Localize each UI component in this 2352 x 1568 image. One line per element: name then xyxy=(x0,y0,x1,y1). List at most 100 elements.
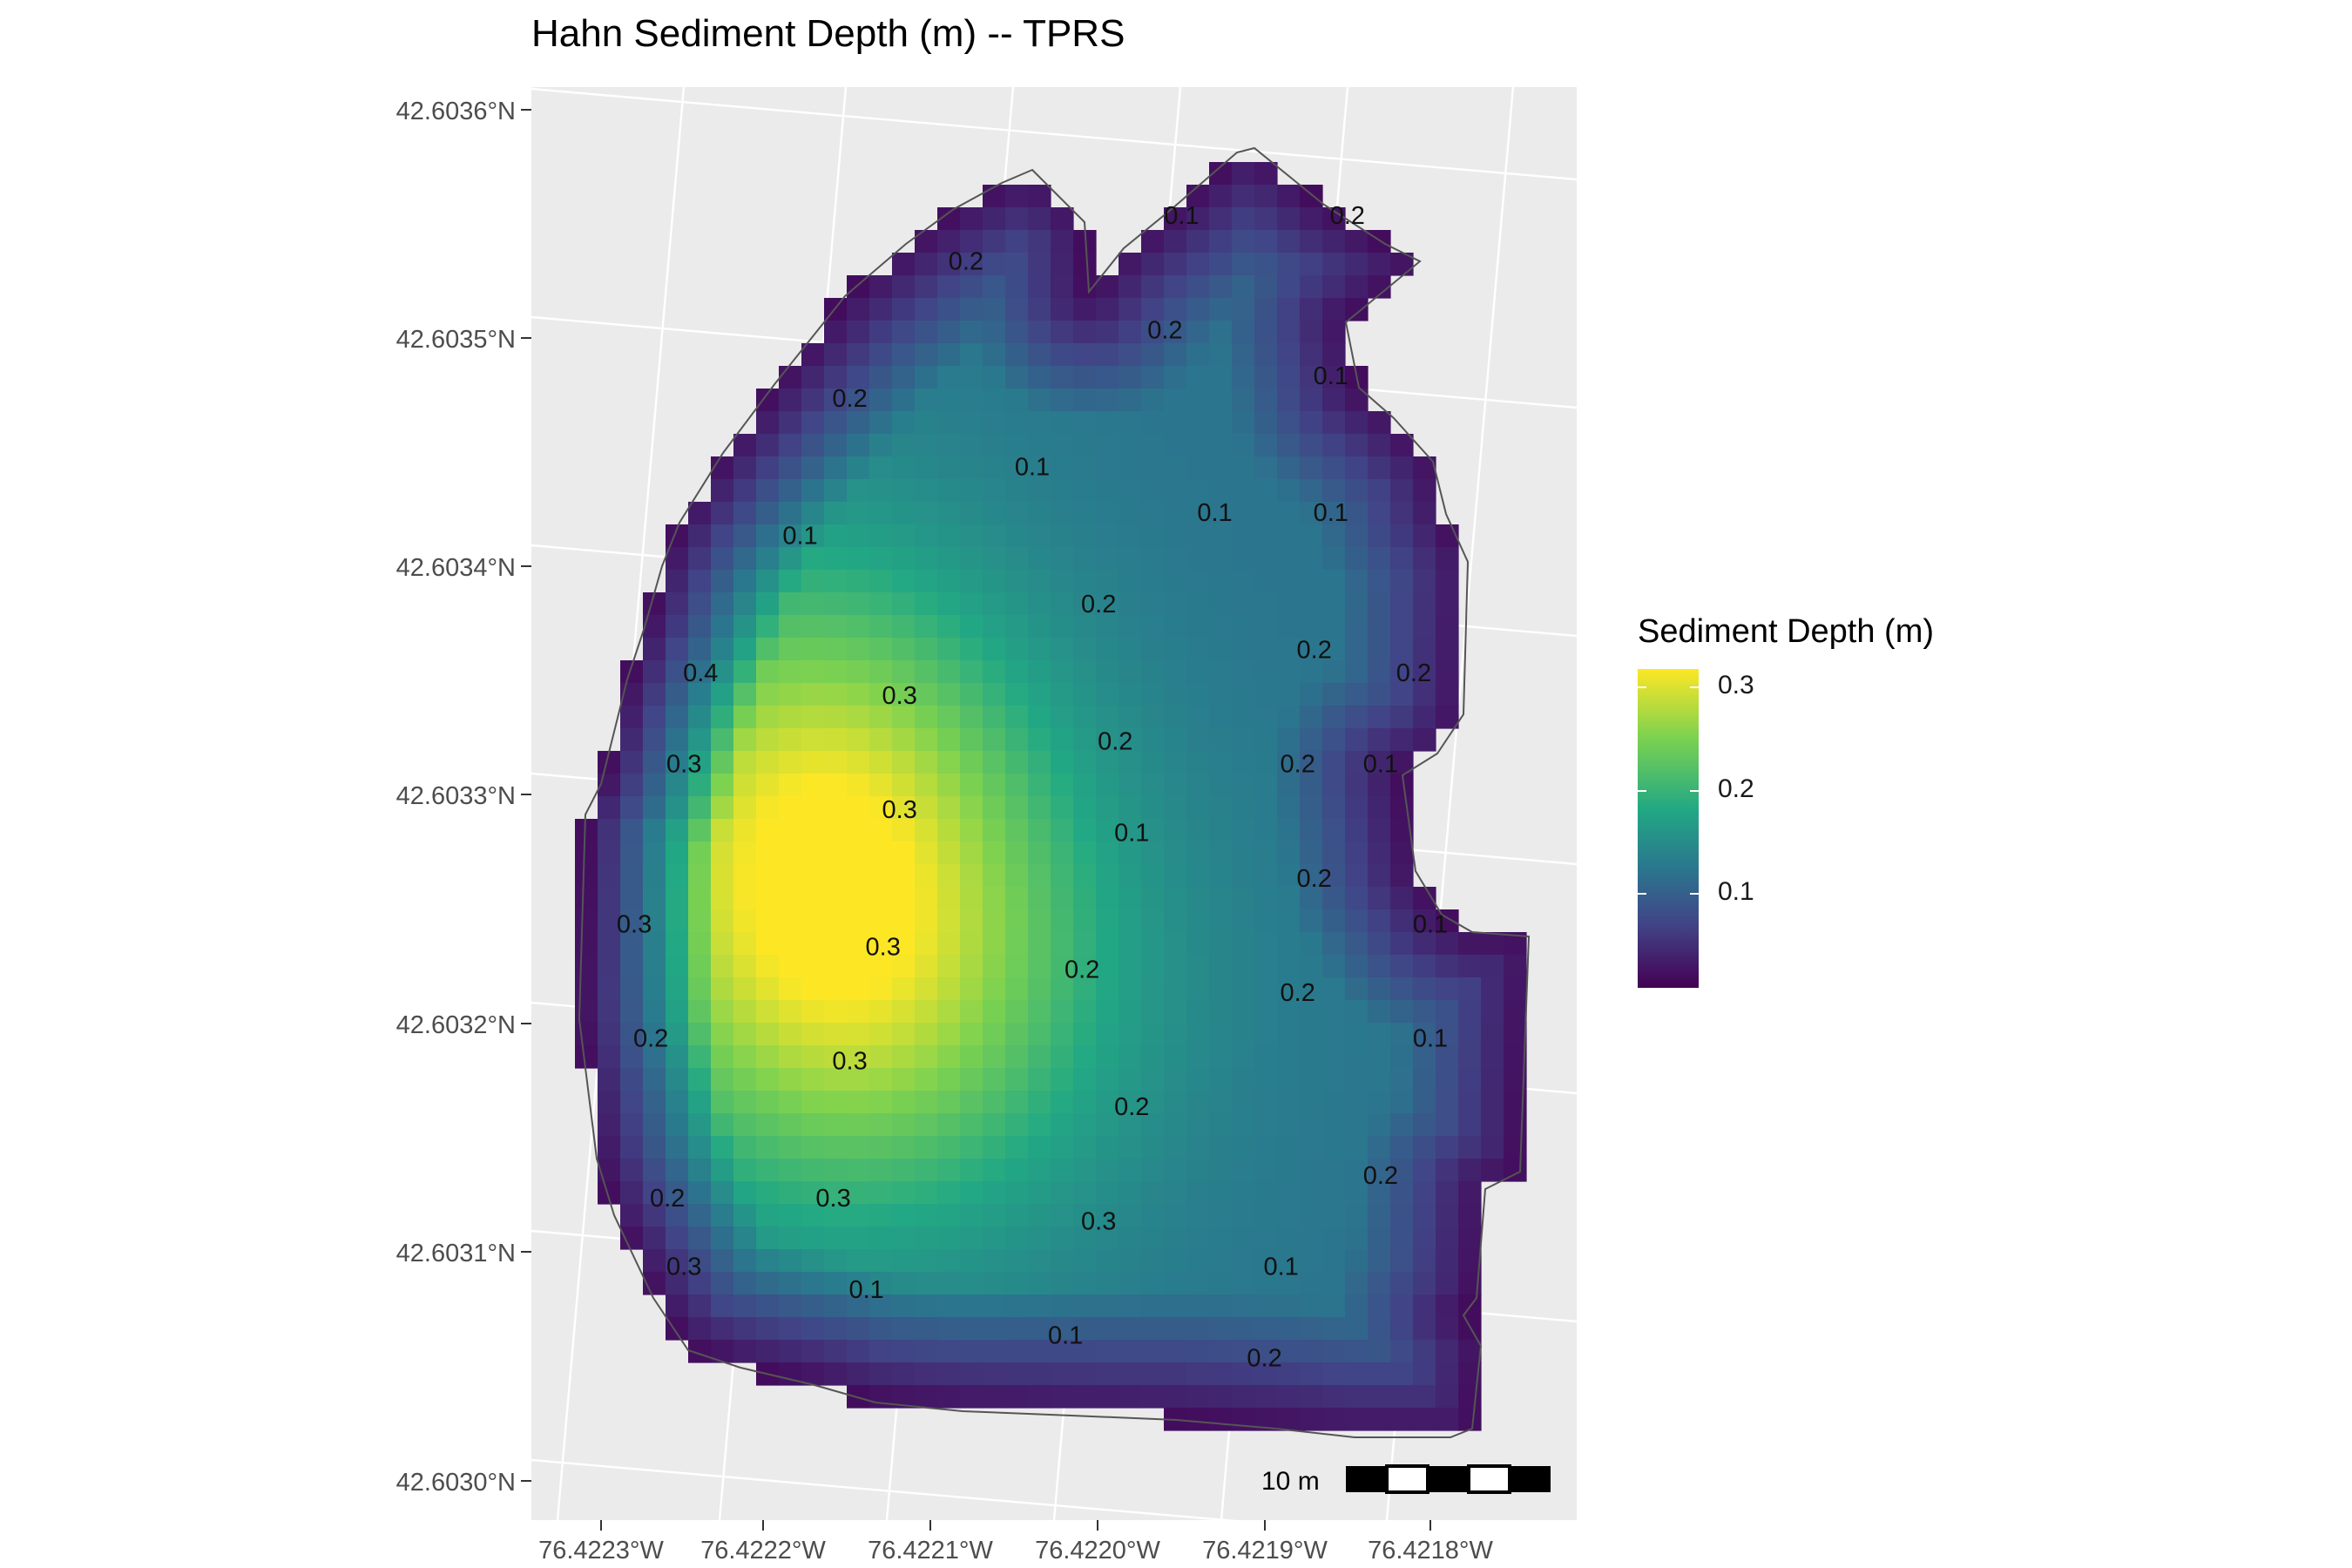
raster-cell xyxy=(1458,1227,1482,1250)
raster-cell xyxy=(1413,1181,1436,1205)
raster-cell xyxy=(620,774,644,797)
raster-cell xyxy=(1481,977,1504,1001)
raster-cell xyxy=(824,751,848,774)
raster-cell xyxy=(1322,1091,1346,1114)
raster-cell xyxy=(937,389,961,412)
raster-cell xyxy=(915,774,938,797)
raster-cell xyxy=(1232,479,1255,503)
raster-cell xyxy=(1164,751,1187,774)
raster-cell xyxy=(756,864,780,888)
raster-cell xyxy=(1141,1023,1165,1046)
lat-tick-label: 42.6032°N xyxy=(396,1011,516,1039)
raster-cell xyxy=(620,796,644,820)
raster-cell xyxy=(869,932,893,956)
raster-cell xyxy=(937,1294,961,1318)
raster-cell xyxy=(1119,1249,1142,1273)
raster-cell xyxy=(1051,1000,1074,1024)
raster-cell xyxy=(643,1113,666,1137)
raster-cell xyxy=(1390,796,1414,820)
raster-cell xyxy=(1413,977,1436,1001)
raster-cell xyxy=(1300,887,1323,910)
raster-cell xyxy=(1186,1000,1210,1024)
raster-cell xyxy=(1232,1227,1255,1250)
raster-cell xyxy=(1209,1136,1233,1159)
raster-cell xyxy=(1209,864,1233,888)
raster-cell xyxy=(869,343,893,367)
raster-cell xyxy=(1322,230,1346,253)
raster-cell xyxy=(1096,456,1119,480)
raster-cell xyxy=(1413,1045,1436,1069)
raster-cell xyxy=(1005,1385,1029,1409)
raster-cell xyxy=(1141,411,1165,435)
raster-cell xyxy=(1141,660,1165,684)
raster-cell xyxy=(711,570,734,593)
raster-cell xyxy=(733,1113,757,1137)
raster-cell xyxy=(937,796,961,820)
raster-cell xyxy=(1368,864,1391,888)
raster-cell xyxy=(666,932,689,956)
raster-cell xyxy=(847,1317,870,1341)
raster-cell xyxy=(1345,1159,1369,1182)
raster-cell xyxy=(892,660,916,684)
raster-cell xyxy=(711,660,734,684)
raster-cell xyxy=(1186,841,1210,865)
raster-cell xyxy=(869,1000,893,1024)
raster-cell xyxy=(1277,1340,1301,1363)
raster-cell xyxy=(1300,547,1323,571)
raster-cell xyxy=(892,1294,916,1318)
raster-cell xyxy=(756,1068,780,1092)
raster-cell xyxy=(1413,1408,1436,1431)
raster-cell xyxy=(824,887,848,910)
raster-cell xyxy=(1277,185,1301,208)
raster-cell xyxy=(869,1045,893,1069)
raster-cell xyxy=(643,955,666,978)
raster-cell xyxy=(1186,1272,1210,1295)
raster-cell xyxy=(847,1272,870,1295)
raster-cell xyxy=(1413,592,1436,616)
raster-cell xyxy=(1141,524,1165,548)
raster-cell xyxy=(756,819,780,842)
raster-cell xyxy=(1300,728,1323,752)
raster-cell xyxy=(937,592,961,616)
raster-cell xyxy=(1368,456,1391,480)
raster-cell xyxy=(1322,502,1346,525)
raster-cell xyxy=(711,683,734,706)
raster-cell xyxy=(1413,1023,1436,1046)
raster-cell xyxy=(1300,774,1323,797)
raster-cell xyxy=(1073,1000,1097,1024)
raster-cell xyxy=(1254,275,1278,299)
raster-cell xyxy=(1368,819,1391,842)
raster-cell xyxy=(598,887,621,910)
raster-cell xyxy=(892,1023,916,1046)
raster-cell xyxy=(1254,389,1278,412)
raster-cell xyxy=(779,932,802,956)
raster-cell xyxy=(1254,706,1278,729)
raster-cell xyxy=(869,1136,893,1159)
raster-cell xyxy=(1028,547,1051,571)
raster-cell xyxy=(1119,1385,1142,1409)
raster-cell xyxy=(960,524,983,548)
raster-cell xyxy=(1300,1204,1323,1227)
raster-cell xyxy=(847,909,870,933)
raster-cell xyxy=(915,1294,938,1318)
raster-cell xyxy=(756,1294,780,1318)
raster-cell xyxy=(666,1227,689,1250)
raster-cell xyxy=(847,1045,870,1069)
raster-cell xyxy=(824,1340,848,1363)
graticule-lat-line xyxy=(531,1458,1578,1552)
raster-cell xyxy=(1232,321,1255,344)
raster-cell xyxy=(1368,1045,1391,1069)
raster-cell xyxy=(1254,592,1278,616)
raster-cell xyxy=(892,728,916,752)
raster-cell xyxy=(1300,570,1323,593)
raster-cell xyxy=(1277,1408,1301,1431)
raster-cell xyxy=(824,1023,848,1046)
raster-cell xyxy=(1164,253,1187,276)
raster-cell xyxy=(1232,366,1255,389)
raster-cell xyxy=(1413,1113,1436,1137)
raster-cell xyxy=(733,502,757,525)
raster-cell xyxy=(1005,1068,1029,1092)
raster-cell xyxy=(688,1000,712,1024)
raster-cell xyxy=(1300,502,1323,525)
